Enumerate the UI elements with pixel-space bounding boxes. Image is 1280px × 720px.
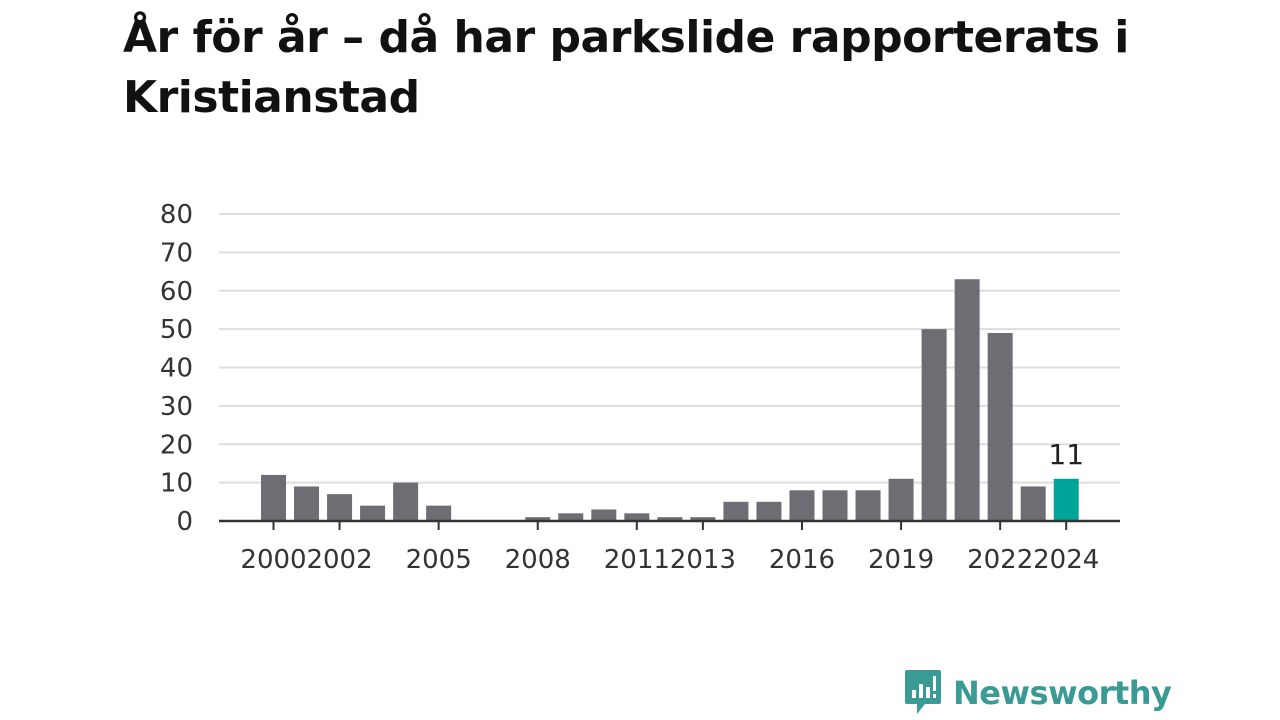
bar-2018	[855, 490, 881, 521]
gridlines	[219, 213, 1120, 484]
bar-2023	[1020, 486, 1046, 521]
x-tick-label: 2011	[604, 545, 670, 575]
bar-2010	[591, 509, 617, 521]
y-axis-tick-labels: 0 10 20 30 40 50 60 70 80	[160, 200, 193, 537]
bar-2005	[426, 505, 452, 521]
bar-2016	[789, 490, 815, 521]
x-axis-ticks: 2000 2002 2005 2008 2011 2013 2016 2019 2022 2024	[240, 521, 1099, 575]
y-tick-label: 60	[160, 277, 193, 307]
bar-2015	[756, 501, 782, 521]
bar-2022	[987, 332, 1013, 521]
bars	[261, 279, 1079, 521]
y-tick-label: 70	[160, 238, 193, 268]
y-tick-label: 40	[160, 354, 193, 384]
brand-logo: Newsworthy	[903, 668, 1172, 718]
bar-2011	[624, 513, 650, 521]
x-tick-label: 2000	[240, 545, 306, 575]
bar-2008	[525, 517, 551, 521]
bar-2024	[1053, 478, 1079, 521]
y-tick-label: 10	[160, 469, 193, 499]
y-tick-label: 30	[160, 392, 193, 422]
data-label-2024: 11	[1048, 438, 1084, 471]
x-tick-label: 2024	[1033, 545, 1099, 575]
x-tick-label: 2005	[406, 545, 472, 575]
bar-2009	[558, 513, 584, 521]
chart-title: År för år – då har parkslide rapporterat…	[123, 12, 1129, 123]
bar-2021	[954, 279, 980, 521]
x-tick-label: 2013	[670, 545, 736, 575]
y-tick-label: 50	[160, 315, 193, 345]
bar-2002	[327, 494, 353, 521]
y-tick-label: 80	[160, 200, 193, 230]
x-tick-label: 2016	[769, 545, 835, 575]
bar-2000	[261, 474, 286, 521]
bar-2001	[294, 486, 320, 521]
bar-2017	[822, 490, 848, 521]
bar-2014	[723, 501, 749, 521]
bar-2019	[888, 478, 914, 521]
brand-name: Newsworthy	[953, 674, 1172, 712]
newsworthy-logo-icon	[905, 670, 941, 714]
bar-2012	[657, 517, 683, 521]
data-labels: 11	[1048, 438, 1084, 471]
bar-2020	[921, 329, 947, 521]
x-tick-label: 2008	[505, 545, 571, 575]
bar-2004	[393, 482, 419, 521]
x-tick-label: 2002	[306, 545, 372, 575]
bar-2003	[360, 505, 386, 521]
x-tick-label: 2019	[868, 545, 934, 575]
y-tick-label: 0	[176, 507, 193, 537]
bar-2013	[690, 517, 716, 521]
x-tick-label: 2022	[967, 545, 1033, 575]
y-tick-label: 20	[160, 430, 193, 460]
